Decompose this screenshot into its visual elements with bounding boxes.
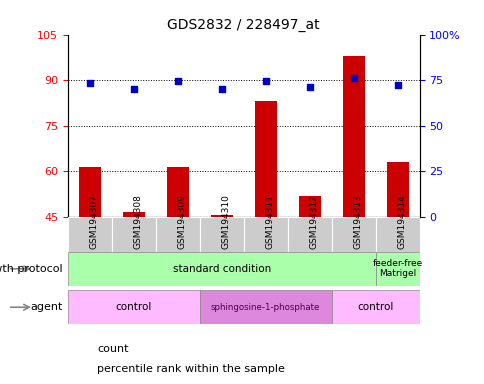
Point bbox=[130, 86, 137, 93]
Bar bbox=[331, 290, 419, 324]
Bar bbox=[243, 217, 287, 267]
Bar bbox=[199, 290, 331, 324]
Text: control: control bbox=[115, 302, 151, 312]
Text: GSM194307: GSM194307 bbox=[90, 195, 99, 249]
Text: sphingosine-1-phosphate: sphingosine-1-phosphate bbox=[211, 303, 320, 312]
Bar bbox=[342, 56, 364, 217]
Text: GSM194308: GSM194308 bbox=[134, 195, 142, 249]
Text: GSM194310: GSM194310 bbox=[221, 195, 230, 249]
Point bbox=[174, 78, 182, 84]
Text: GSM194311: GSM194311 bbox=[265, 195, 274, 249]
Text: standard condition: standard condition bbox=[172, 264, 270, 274]
Bar bbox=[122, 212, 145, 217]
Text: feeder-free
Matrigel: feeder-free Matrigel bbox=[372, 259, 422, 278]
Point bbox=[349, 75, 357, 81]
Text: percentile rank within the sample: percentile rank within the sample bbox=[97, 364, 284, 374]
Text: GSM194313: GSM194313 bbox=[353, 195, 362, 249]
Bar bbox=[166, 167, 188, 217]
Text: GSM194309: GSM194309 bbox=[178, 195, 186, 249]
Text: count: count bbox=[97, 344, 128, 354]
Point bbox=[393, 82, 401, 88]
Text: control: control bbox=[357, 302, 393, 312]
Text: GSM194312: GSM194312 bbox=[309, 195, 318, 249]
Bar bbox=[68, 252, 375, 286]
Text: agent: agent bbox=[30, 302, 63, 312]
Bar bbox=[331, 217, 375, 267]
Bar bbox=[298, 196, 320, 217]
Title: GDS2832 / 228497_at: GDS2832 / 228497_at bbox=[167, 18, 319, 32]
Bar bbox=[155, 217, 199, 267]
Bar bbox=[199, 217, 243, 267]
Text: GSM194314: GSM194314 bbox=[397, 195, 406, 249]
Bar bbox=[375, 217, 419, 267]
Bar bbox=[386, 162, 408, 217]
Bar bbox=[211, 215, 232, 217]
Bar bbox=[79, 167, 101, 217]
Point bbox=[305, 84, 313, 91]
Point bbox=[261, 78, 269, 84]
Bar bbox=[287, 217, 331, 267]
Bar bbox=[68, 217, 112, 267]
Bar bbox=[254, 101, 276, 217]
Bar bbox=[112, 217, 155, 267]
Bar bbox=[375, 252, 419, 286]
Point bbox=[86, 80, 93, 86]
Bar bbox=[68, 290, 199, 324]
Point bbox=[217, 86, 225, 93]
Text: growth protocol: growth protocol bbox=[0, 264, 63, 274]
